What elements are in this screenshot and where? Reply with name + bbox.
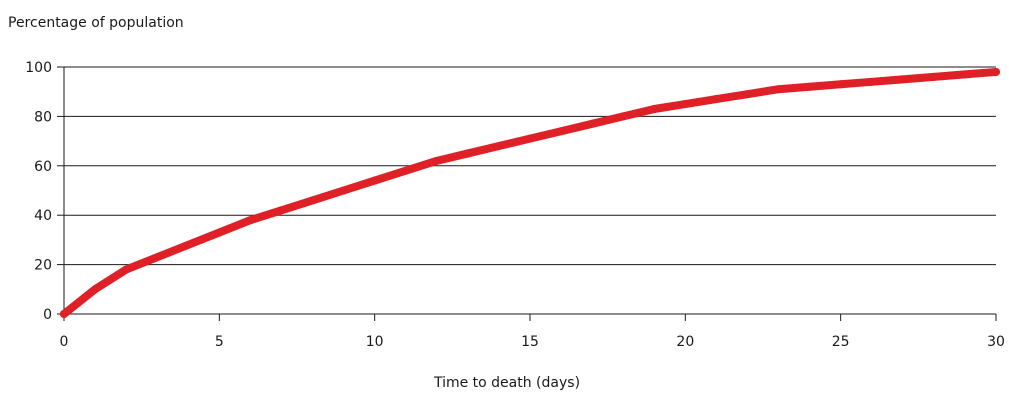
x-axis-title: Time to death (days) <box>433 375 580 391</box>
data-point <box>712 95 721 104</box>
data-point <box>277 206 286 215</box>
x-tick-label-5: 5 <box>215 334 224 350</box>
x-tick-label-25: 25 <box>832 334 850 350</box>
data-point <box>992 67 1000 76</box>
data-point <box>215 228 224 237</box>
y-axis-title: Percentage of population <box>8 15 184 31</box>
data-point <box>91 285 100 294</box>
y-tick-label-40: 40 <box>34 208 52 224</box>
y-tick-label-20: 20 <box>34 258 52 274</box>
data-point <box>960 70 969 79</box>
y-tick-label-100: 100 <box>25 60 52 76</box>
data-point <box>805 82 814 91</box>
data-point <box>60 310 68 318</box>
data-point <box>929 72 938 81</box>
data-point <box>370 176 379 185</box>
data-point <box>153 253 162 262</box>
data-point <box>463 149 472 158</box>
data-point <box>743 90 752 99</box>
data-point <box>774 85 783 94</box>
gridlines <box>64 66 996 266</box>
data-point <box>401 166 410 175</box>
data-point <box>557 127 566 136</box>
data-point <box>308 196 317 205</box>
y-axis-ticks: 0 20 40 60 80 100 <box>25 60 64 323</box>
data-point <box>184 240 193 249</box>
data-point <box>246 216 255 225</box>
y-tick-label-0: 0 <box>43 307 52 323</box>
data-point <box>836 80 845 89</box>
data-point <box>867 77 876 86</box>
data-point <box>122 265 131 274</box>
x-tick-label-30: 30 <box>987 334 1005 350</box>
data-point <box>339 186 348 195</box>
data-point <box>588 119 597 128</box>
x-tick-label-15: 15 <box>521 334 539 350</box>
x-tick-label-20: 20 <box>676 334 694 350</box>
data-point <box>681 100 690 109</box>
data-point <box>494 142 503 151</box>
data-point <box>526 134 534 143</box>
x-tick-label-10: 10 <box>366 334 384 350</box>
y-tick-label-60: 60 <box>34 159 52 175</box>
x-axis-ticks: 0 5 10 15 20 25 30 <box>60 314 1005 350</box>
data-point <box>432 156 441 165</box>
y-tick-label-80: 80 <box>34 109 52 125</box>
series-group <box>60 67 1000 318</box>
x-tick-label-0: 0 <box>60 334 69 350</box>
data-point <box>619 112 628 121</box>
data-point <box>650 104 659 113</box>
data-point <box>898 75 907 84</box>
series-line-0 <box>60 67 1000 318</box>
